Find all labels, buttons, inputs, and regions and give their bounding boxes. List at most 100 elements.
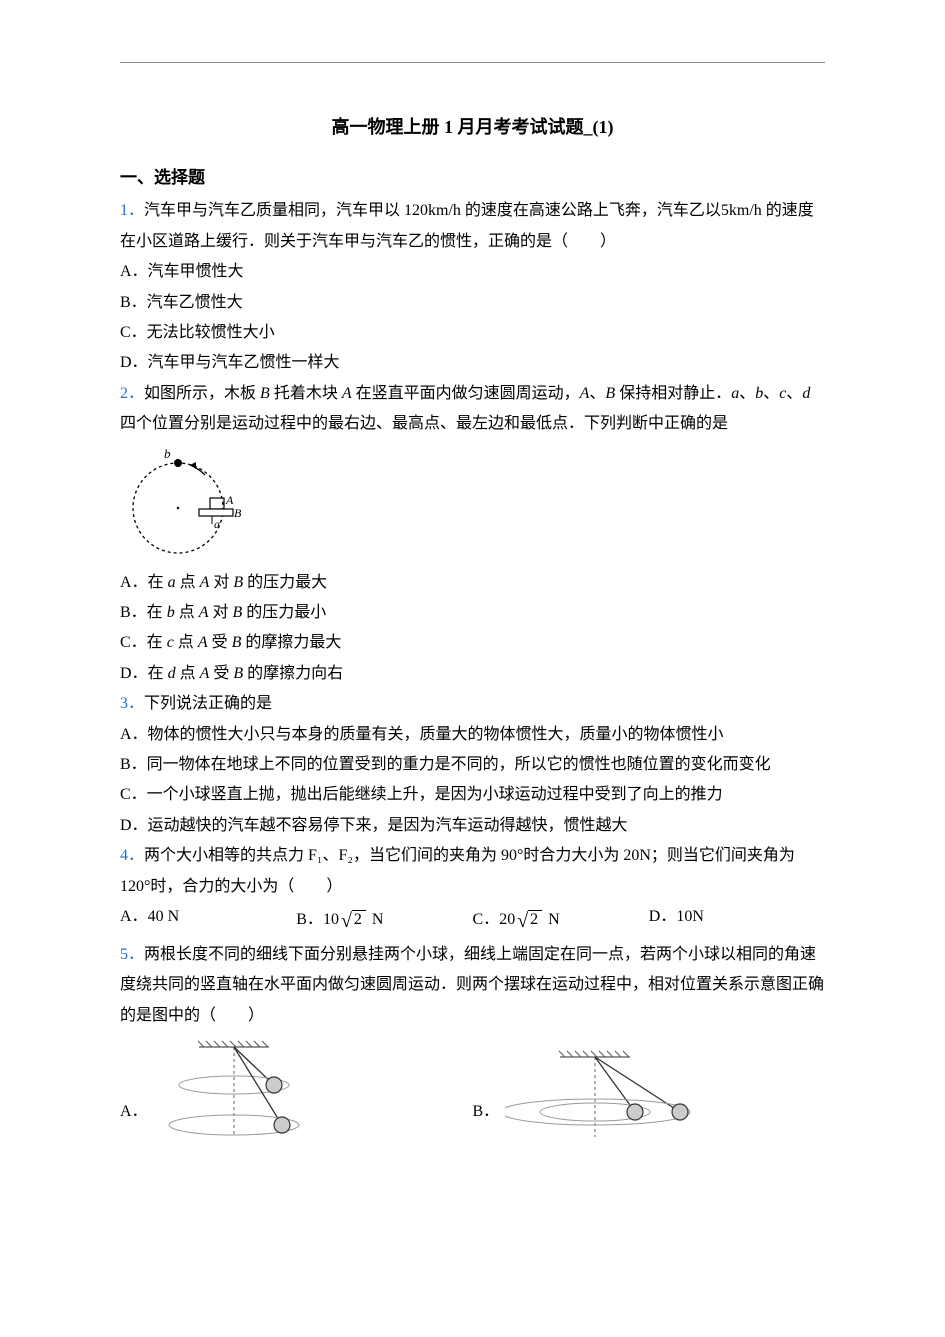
q4B-sqrt: 2 <box>352 910 366 929</box>
q2-id: d <box>802 385 810 402</box>
q2B-b: b <box>167 604 175 621</box>
q2-tD: 、 <box>589 385 605 402</box>
q3-option-D: D．运动越快的汽车越不容易停下来，是因为汽车运动得越快，惯性越大 <box>120 811 825 841</box>
q2-option-B: B．在 b 点 A 对 B 的压力最小 <box>120 598 825 628</box>
q5-option-A: A． <box>120 1037 473 1147</box>
svg-text:B: B <box>234 506 242 520</box>
q2A-a: a <box>168 574 176 591</box>
q4-option-D: D．10N <box>649 902 825 940</box>
q1-option-C: C．无法比较惯性大小 <box>120 318 825 348</box>
q4-number: 4． <box>120 847 144 864</box>
q3-option-A: A．物体的惯性大小只与本身的质量有关，质量大的物体惯性大，质量小的物体惯性小 <box>120 720 825 750</box>
q2-t4: 、 <box>786 385 802 402</box>
q4C-sqrt: 2 <box>528 910 542 929</box>
pendulum-diagram-a-icon <box>154 1037 334 1147</box>
q2-diagram: b A B a <box>120 446 825 566</box>
q5-text: 两根长度不同的细线下面分别悬挂两个小球，细线上端固定在同一点，若两个小球以相同的… <box>120 946 824 1024</box>
q5A-label: A． <box>120 1097 148 1147</box>
q4B-pre: B． <box>296 911 323 928</box>
q2B-4: 的压力最小 <box>242 604 326 621</box>
q2D-1: D．在 <box>120 665 168 682</box>
q3-number: 3． <box>120 695 144 712</box>
q5B-label: B． <box>473 1097 500 1147</box>
q4C-pre: C． <box>473 911 500 928</box>
q4-option-C: C．20√2 N <box>473 902 649 940</box>
q2B-3: 对 <box>208 604 232 621</box>
q2B-2: 点 <box>175 604 199 621</box>
svg-text:a: a <box>214 517 220 531</box>
q2-t2: 、 <box>739 385 755 402</box>
question-5: 5．两根长度不同的细线下面分别悬挂两个小球，细线上端固定在同一点，若两个小球以相… <box>120 940 825 1031</box>
q2C-c: c <box>167 634 174 651</box>
q4C-v1: 20 <box>499 911 515 928</box>
q5-number: 5． <box>120 946 144 963</box>
q2A-3: 对 <box>209 574 233 591</box>
pendulum-diagram-b-icon <box>505 1047 705 1147</box>
q2-t3: 、 <box>763 385 779 402</box>
q2B-B: B <box>233 604 243 621</box>
q2-iB2: B <box>605 385 615 402</box>
q4B-v1: 10 <box>323 911 339 928</box>
q2C-A: A <box>198 634 208 651</box>
q4A-val: 40 N <box>148 908 180 925</box>
q1-option-B: B．汽车乙惯性大 <box>120 288 825 318</box>
q2-number: 2． <box>120 385 144 402</box>
q2A-2: 点 <box>176 574 200 591</box>
q2-option-A: A．在 a 点 A 对 B 的压力最大 <box>120 568 825 598</box>
svg-text:A: A <box>225 493 234 507</box>
top-horizontal-rule <box>120 62 825 63</box>
q1-number: 1． <box>120 202 144 219</box>
q2-iB1: B <box>260 385 270 402</box>
svg-text:b: b <box>164 446 171 461</box>
q2C-3: 受 <box>208 634 232 651</box>
q2C-4: 的摩擦力最大 <box>241 634 341 651</box>
q2D-2: 点 <box>176 665 200 682</box>
sqrt-icon: √2 <box>341 902 366 940</box>
q2C-2: 点 <box>174 634 198 651</box>
q4B-v2: N <box>368 911 384 928</box>
q2-iA1: A <box>342 385 352 402</box>
q2D-3: 受 <box>209 665 233 682</box>
question-3: 3．下列说法正确的是 <box>120 689 825 719</box>
q4D-pre: D． <box>649 908 677 925</box>
section-heading: 一、选择题 <box>120 162 825 194</box>
q4-option-A: A．40 N <box>120 902 296 940</box>
q1-option-D: D．汽车甲与汽车乙惯性一样大 <box>120 348 825 378</box>
q4-options-row: A．40 N B．10√2 N C．20√2 N D．10N <box>120 902 825 940</box>
q2B-1: B．在 <box>120 604 167 621</box>
q4C-v2: N <box>544 911 560 928</box>
q2-option-C: C．在 c 点 A 受 B 的摩擦力最大 <box>120 628 825 658</box>
q4-option-B: B．10√2 N <box>296 902 472 940</box>
q2-tA: 如图所示，木板 <box>144 385 260 402</box>
question-2: 2．如图所示，木板 B 托着木块 A 在竖直平面内做匀速圆周运动，A、B 保持相… <box>120 379 825 440</box>
q5-option-B: B． <box>473 1037 826 1147</box>
q2A-B: B <box>233 574 243 591</box>
question-4: 4．两个大小相等的共点力 F₁、F₂，当它们间的夹角为 90°时合力大小为 20… <box>120 841 825 902</box>
q2C-B: B <box>232 634 242 651</box>
q5-options-row: A． B． <box>120 1037 825 1147</box>
circular-motion-icon: b A B a <box>120 446 250 566</box>
page-title: 高一物理上册 1 月月考考试试题_(1) <box>120 110 825 144</box>
q2-tE: 保持相对静止． <box>615 385 731 402</box>
q2D-d: d <box>168 665 176 682</box>
q2-tF: 四个位置分别是运动过程中的最右边、最高点、最左边和最低点．下列判断中正确的是 <box>120 415 728 432</box>
q2-tB: 托着木块 <box>270 385 342 402</box>
q4-text: 两个大小相等的共点力 F₁、F₂，当它们间的夹角为 90°时合力大小为 20N；… <box>120 847 795 894</box>
q2-tC: 在竖直平面内做匀速圆周运动， <box>352 385 580 402</box>
q1-option-A: A．汽车甲惯性大 <box>120 257 825 287</box>
sqrt-icon: √2 <box>517 902 542 940</box>
q3-option-C: C．一个小球竖直上抛，抛出后能继续上升，是因为小球运动过程中受到了向上的推力 <box>120 780 825 810</box>
q2-iA2: A <box>580 385 590 402</box>
q2D-4: 的摩擦力向右 <box>243 665 343 682</box>
q2C-1: C．在 <box>120 634 167 651</box>
q2A-4: 的压力最大 <box>243 574 327 591</box>
q4D-val: 10N <box>676 908 704 925</box>
q2-option-D: D．在 d 点 A 受 B 的摩擦力向右 <box>120 659 825 689</box>
q3-text: 下列说法正确的是 <box>144 695 272 712</box>
q2D-B: B <box>233 665 243 682</box>
q2A-A: A <box>200 574 210 591</box>
q2D-A: A <box>200 665 210 682</box>
q3-option-B: B．同一物体在地球上不同的位置受到的重力是不同的，所以它的惯性也随位置的变化而变… <box>120 750 825 780</box>
q1-text: 汽车甲与汽车乙质量相同，汽车甲以 120km/h 的速度在高速公路上飞奔，汽车乙… <box>120 202 814 249</box>
q4A-pre: A． <box>120 908 148 925</box>
